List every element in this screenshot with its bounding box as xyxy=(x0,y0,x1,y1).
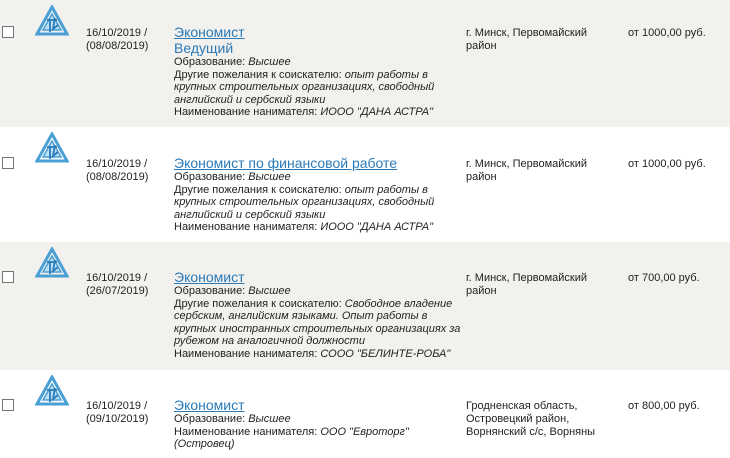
select-checkbox[interactable] xyxy=(2,157,14,169)
employer-line: Наименование нанимателя: ИООО "ДАНА АСТР… xyxy=(174,221,433,233)
salary: от 800,00 руб. xyxy=(628,400,700,412)
vacancy-title-link[interactable]: Экономист xyxy=(174,24,245,40)
vacancy-info: Экономист по финансовой работе Образовани… xyxy=(174,155,464,234)
vacancy-info: Экономист Ведущий Образование: Высшее Други… xyxy=(174,24,464,119)
employer-line: Наименование нанимателя: ИООО "ДАНА АСТР… xyxy=(174,106,433,118)
location: г. Минск, Первомайский район xyxy=(466,27,587,52)
date: 16/10/2019 /(09/10/2019) xyxy=(86,400,149,425)
location: г. Минск, Первомайский район xyxy=(466,158,587,183)
select-checkbox[interactable] xyxy=(2,399,14,411)
salary: от 1000,00 руб. xyxy=(628,27,706,39)
vacancy-info: Экономист Образование: Высшее Другие пожел… xyxy=(174,269,464,360)
triangle-logo-icon xyxy=(34,3,70,37)
vacancy-row: 16/10/2019 /(26/07/2019) Экономист Образов… xyxy=(0,242,730,370)
vacancy-title-link[interactable]: Экономист по финансовой работе xyxy=(174,155,398,171)
triangle-logo-icon xyxy=(34,373,70,407)
triangle-logo-icon xyxy=(34,245,70,279)
vacancy-row: 16/10/2019 /(09/10/2019) Экономист Образов… xyxy=(0,370,730,458)
date: 16/10/2019 /(08/08/2019) xyxy=(86,158,149,183)
salary: от 700,00 руб. xyxy=(628,272,700,284)
location: г. Минск, Первомайский район xyxy=(466,272,587,297)
vacancy-title-link[interactable]: Экономист xyxy=(174,269,245,285)
vacancy-info: Экономист Образование: Высшее Наименование… xyxy=(174,397,464,451)
education-line: Образование: Высшее xyxy=(174,171,291,183)
employer-line: Наименование нанимателя: ООО "Евроторг" … xyxy=(174,425,409,451)
date: 16/10/2019 /(26/07/2019) xyxy=(86,272,149,297)
vacancy-subtitle[interactable]: Ведущий xyxy=(174,40,234,56)
salary: от 1000,00 руб. xyxy=(628,158,706,170)
wishes-line: Другие пожелания к соискателю: Свободное… xyxy=(174,297,461,348)
select-checkbox[interactable] xyxy=(2,26,14,38)
triangle-logo-icon xyxy=(34,130,70,164)
education-line: Образование: Высшее xyxy=(174,285,291,297)
vacancy-title-link[interactable]: Экономист xyxy=(174,397,245,413)
vacancy-row: 16/10/2019 /(08/08/2019) Экономист по фин… xyxy=(0,127,730,242)
vacancy-row: 16/10/2019 /(08/08/2019) Экономист Ведущий… xyxy=(0,0,730,127)
select-checkbox[interactable] xyxy=(2,271,14,283)
education-line: Образование: Высшее xyxy=(174,56,291,68)
date: 16/10/2019 /(08/08/2019) xyxy=(86,27,149,52)
education-line: Образование: Высшее xyxy=(174,413,291,425)
wishes-line: Другие пожелания к соискателю: опыт рабо… xyxy=(174,183,435,221)
employer-line: Наименование нанимателя: СООО "БЕЛИНТЕ-Р… xyxy=(174,347,451,360)
location: Гродненская область, Островецкий район, … xyxy=(466,400,596,438)
wishes-line: Другие пожелания к соискателю: опыт рабо… xyxy=(174,68,435,106)
